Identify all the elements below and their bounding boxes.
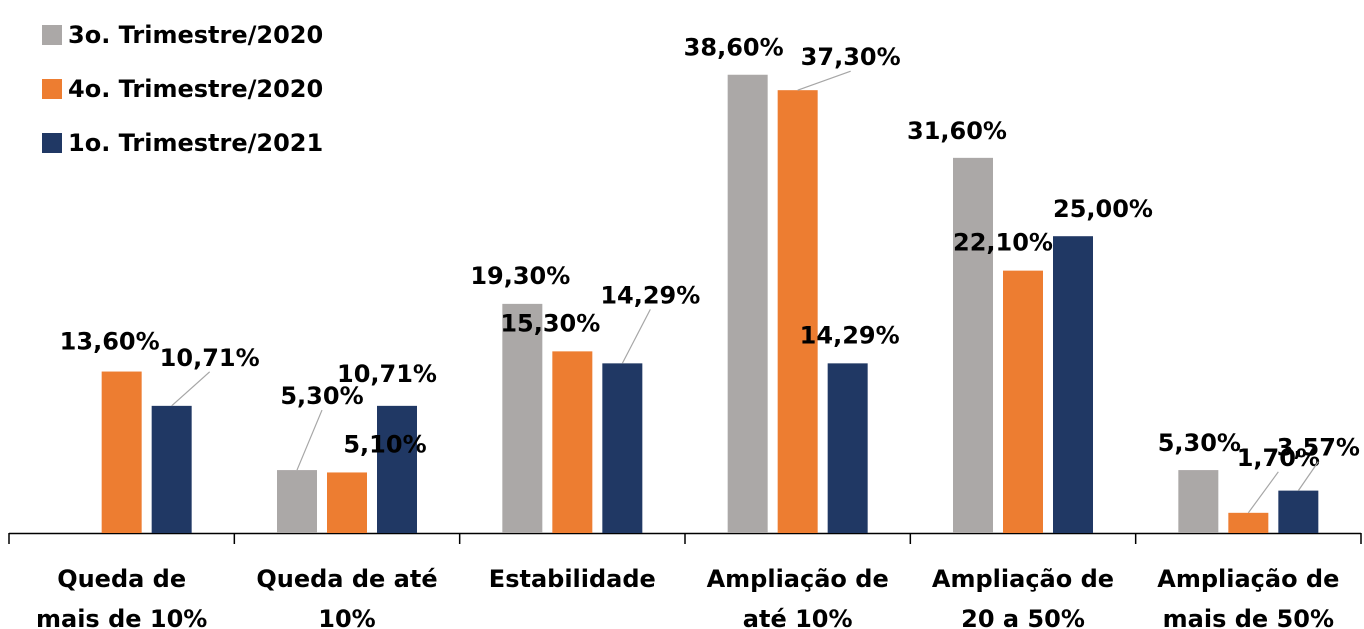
x-tick-label: 20 a 50% [961, 605, 1085, 629]
data-label: 3,57% [1277, 434, 1360, 462]
leader-line [621, 309, 651, 364]
bar [502, 303, 543, 533]
data-label: 13,60% [60, 328, 160, 356]
data-label: 10,71% [337, 360, 437, 388]
x-tick-label: mais de 10% [36, 605, 207, 629]
legend-label: 3o. Trimestre/2020 [68, 21, 324, 49]
x-tick-label: Ampliação de [932, 565, 1114, 593]
data-label: 10,71% [160, 344, 260, 372]
x-tick-label: Estabilidade [489, 565, 656, 593]
bar [101, 371, 142, 533]
bar [377, 405, 417, 533]
bar [277, 470, 317, 533]
legend-item-4o-trimestre-2020: 4o. Trimestre/2020 [42, 62, 323, 116]
bar [1228, 512, 1269, 533]
x-tick-label: Ampliação de [1157, 565, 1339, 593]
legend-swatch [42, 79, 62, 99]
legend-label: 4o. Trimestre/2020 [68, 75, 324, 103]
bar [552, 351, 593, 533]
bar [827, 363, 868, 533]
bar [777, 90, 818, 533]
x-tick-label: Queda de [57, 565, 186, 593]
legend-label: 1o. Trimestre/2021 [68, 129, 324, 157]
data-label: 5,30% [1158, 429, 1241, 457]
leader-line [1247, 471, 1279, 514]
legend-swatch [42, 25, 62, 45]
bar [602, 363, 643, 533]
data-label: 19,30% [470, 262, 570, 290]
legend: 3o. Trimestre/2020 4o. Trimestre/2020 1o… [42, 8, 323, 170]
bar [1053, 236, 1093, 533]
x-tick-label: 10% [318, 605, 375, 629]
data-label: 38,60% [684, 34, 784, 62]
legend-item-1o-trimestre-2021: 1o. Trimestre/2021 [42, 116, 323, 170]
bar [1003, 270, 1043, 533]
bar [953, 157, 993, 533]
data-label: 1,70% [1237, 444, 1320, 472]
data-label: 37,30% [801, 43, 901, 71]
leader-line [1297, 461, 1319, 491]
x-tick-label: Ampliação de [707, 565, 889, 593]
data-label: 5,30% [280, 382, 363, 410]
legend-swatch [42, 133, 62, 153]
leader-line [171, 371, 211, 407]
data-label: 5,10% [343, 430, 426, 458]
leader-line [797, 70, 851, 91]
data-label: 31,60% [907, 117, 1007, 145]
data-label: 15,30% [500, 309, 600, 337]
data-label: 14,29% [600, 281, 700, 309]
x-tick-label: Queda de até [256, 565, 437, 593]
leader-line [296, 409, 323, 471]
x-tick-label: mais de 50% [1163, 605, 1334, 629]
bar [1178, 470, 1219, 533]
data-label: 25,00% [1053, 195, 1153, 223]
data-label: 14,29% [800, 321, 900, 349]
bar [327, 472, 367, 533]
x-tick-label: até 10% [743, 605, 853, 629]
bar [1278, 490, 1319, 533]
bar [151, 405, 192, 533]
bar [727, 74, 768, 533]
data-label: 22,10% [953, 229, 1053, 257]
legend-item-3o-trimestre-2020: 3o. Trimestre/2020 [42, 8, 323, 62]
